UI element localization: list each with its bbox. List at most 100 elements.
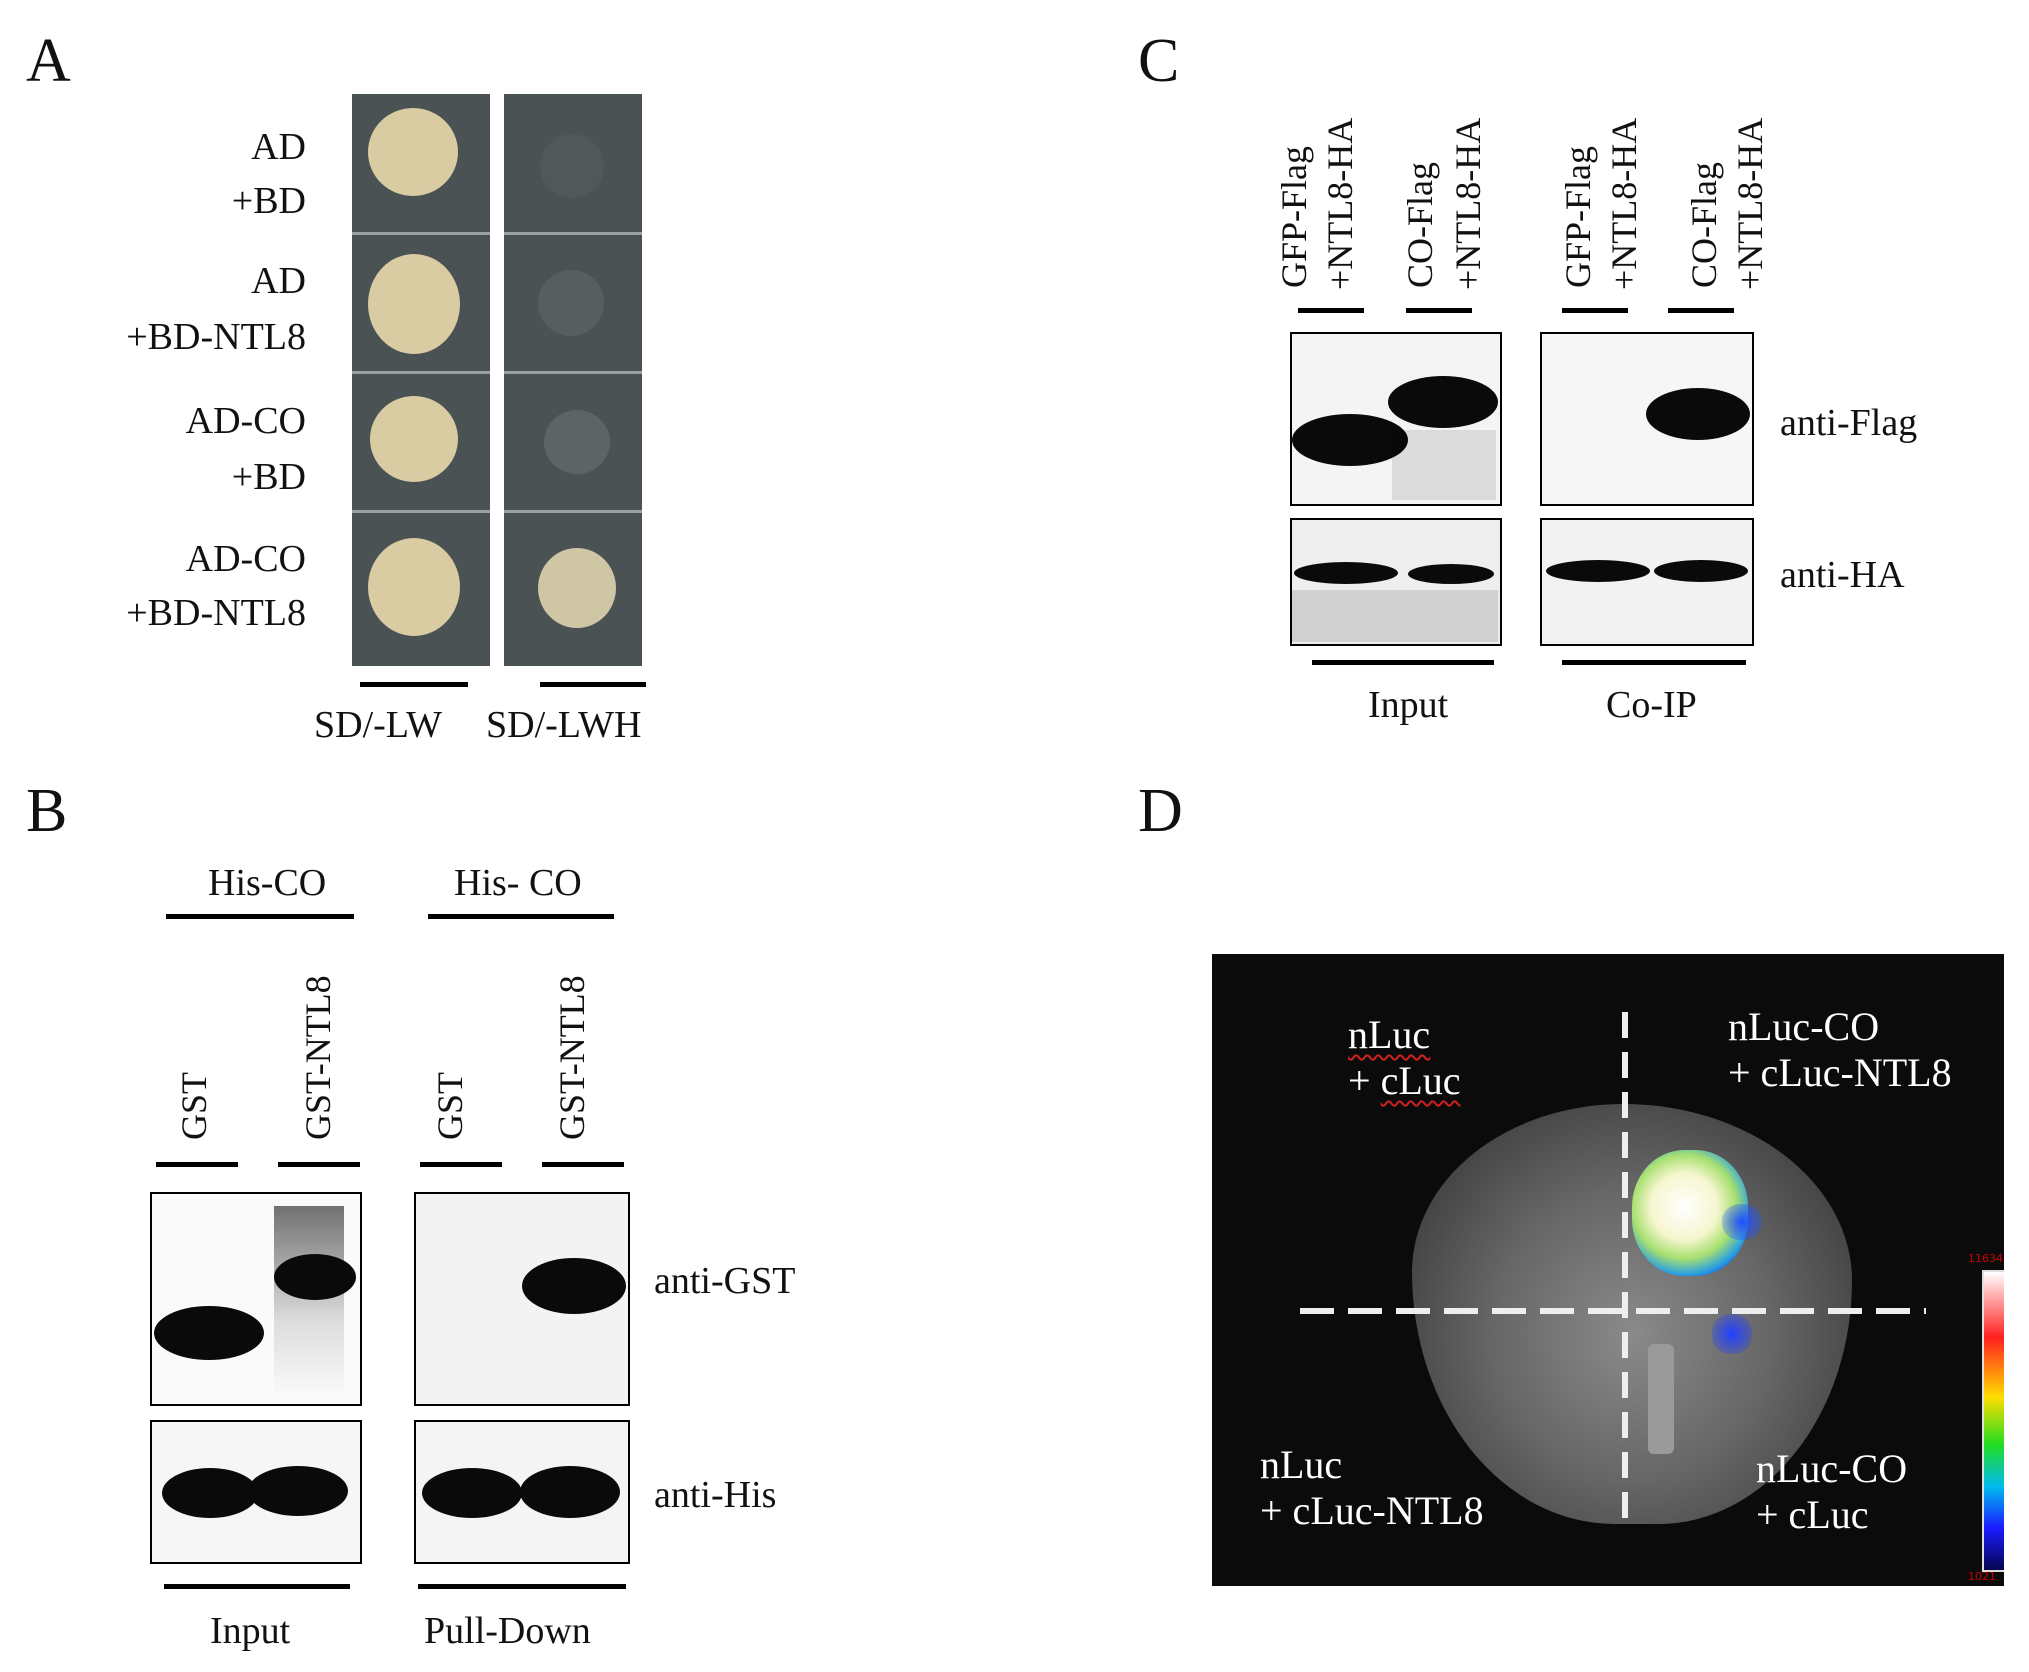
quadrant-tr: nLuc-CO + cLuc-NTL8	[1728, 1004, 1952, 1096]
blot-input-anti-flag	[1290, 332, 1502, 506]
label-sd-lw: SD/-LW	[314, 704, 443, 746]
luciferase-image: nLuc + cLuc nLuc-CO + cLuc-NTL8 nLuc + c…	[1212, 954, 2004, 1586]
luminescence-speck	[1722, 1204, 1762, 1240]
plate-cell	[352, 374, 490, 513]
quadrant-bl-line2: + cLuc-NTL8	[1260, 1488, 1484, 1533]
bar-pulldown	[418, 1584, 626, 1589]
blot-coip-anti-ha	[1540, 518, 1754, 646]
blot-pulldown-anti-his	[414, 1420, 630, 1564]
lane1-b: +NTL8-HA	[1320, 117, 1360, 290]
quadrant-tl: nLuc + cLuc	[1348, 1012, 1461, 1104]
antibody-anti-ha: anti-HA	[1780, 554, 1905, 596]
quadrant-tl-line2: + cLuc	[1348, 1058, 1461, 1103]
bar-lane-4	[542, 1162, 624, 1167]
quadrant-bl-line1: nLuc	[1260, 1442, 1343, 1487]
colony	[370, 396, 458, 482]
row3-line2: +BD	[231, 456, 306, 498]
band-gst-ntl8	[522, 1258, 626, 1314]
colony	[368, 254, 460, 354]
bar-lane-2	[278, 1162, 360, 1167]
blot-coip-anti-flag	[1540, 332, 1754, 506]
band-his	[248, 1466, 348, 1516]
plate-cell	[352, 235, 490, 374]
label-input-c: Input	[1368, 684, 1449, 726]
scale-min: 1021	[1968, 1570, 1996, 1583]
leaf-petiole	[1648, 1344, 1674, 1454]
colony-faint	[540, 134, 604, 198]
panel-a-letter: A	[26, 27, 71, 95]
lane1-a: GFP-Flag	[1274, 145, 1314, 288]
plate-sd-lwh	[504, 94, 642, 666]
leaf	[1412, 1104, 1852, 1524]
antibody-anti-flag: anti-Flag	[1780, 402, 1918, 444]
colony	[538, 548, 616, 628]
label-input-b: Input	[210, 1610, 291, 1652]
colony-faint	[538, 270, 604, 336]
band-co-flag	[1646, 388, 1750, 440]
plate-sd-lw	[352, 94, 490, 666]
panel-b-letter: B	[26, 777, 68, 845]
quadrant-br-line2: + cLuc	[1756, 1492, 1869, 1537]
bar-c-lane-1	[1298, 308, 1364, 313]
label-pulldown: Pull-Down	[424, 1610, 591, 1652]
lane3-b: +NTL8-HA	[1604, 117, 1644, 290]
band-gfp-flag	[1292, 414, 1408, 466]
quadrant-bl: nLuc + cLuc-NTL8	[1260, 1442, 1484, 1534]
lane-gst-1: GST	[174, 1071, 214, 1140]
smear	[1292, 590, 1498, 642]
lane4-a: CO-Flag	[1684, 162, 1724, 288]
scale-max: 11634	[1968, 1252, 2003, 1265]
divider-vertical	[1622, 1012, 1628, 1532]
band-co-flag	[1388, 376, 1498, 428]
row4-line1: AD-CO	[185, 538, 306, 580]
band-ha	[1546, 560, 1650, 582]
bar-input	[164, 1584, 350, 1589]
row2-line1: AD	[251, 260, 306, 302]
label-sd-lwh: SD/-LWH	[486, 704, 642, 746]
lane-gst-ntl8-1: GST-NTL8	[298, 975, 338, 1140]
bar-group-1	[166, 914, 354, 919]
bar-lane-1	[156, 1162, 238, 1167]
row4-line2: +BD-NTL8	[126, 592, 306, 634]
band-ha	[1408, 564, 1494, 584]
smear	[274, 1206, 344, 1396]
plate-cell	[504, 94, 642, 235]
bar-lane-3	[420, 1162, 502, 1167]
band-his	[162, 1468, 258, 1518]
row3-line1: AD-CO	[185, 400, 306, 442]
smear	[1392, 430, 1496, 500]
lane-gst-ntl8-2: GST-NTL8	[552, 975, 592, 1140]
row2-line2: +BD-NTL8	[126, 316, 306, 358]
antibody-anti-gst: anti-GST	[654, 1260, 796, 1302]
band-ha	[1654, 560, 1748, 582]
colony	[368, 538, 460, 636]
group-his-co-2: His- CO	[454, 862, 582, 904]
plate-cell	[504, 374, 642, 513]
bar-c-lane-4	[1668, 308, 1734, 313]
bar-coip	[1562, 660, 1746, 665]
panel-c-letter: C	[1138, 27, 1180, 95]
blot-input-anti-gst	[150, 1192, 362, 1406]
colony	[368, 108, 458, 196]
quadrant-tl-line1: nLuc	[1348, 1012, 1431, 1057]
lane3-a: GFP-Flag	[1558, 145, 1598, 288]
band-gst	[154, 1306, 264, 1360]
divider-horizontal	[1300, 1308, 1926, 1314]
quadrant-br-line1: nLuc-CO	[1756, 1446, 1908, 1491]
colony-faint	[544, 410, 610, 474]
band-ha	[1294, 562, 1398, 584]
bar-c-lane-2	[1406, 308, 1472, 313]
color-scale-bar	[1982, 1270, 2004, 1572]
quadrant-tr-line1: nLuc-CO	[1728, 1004, 1880, 1049]
quadrant-tr-line2: + cLuc-NTL8	[1728, 1050, 1952, 1095]
band-his	[520, 1466, 620, 1518]
bar-c-lane-3	[1562, 308, 1628, 313]
band-his	[422, 1468, 522, 1518]
group-his-co-1: His-CO	[208, 862, 327, 904]
lane4-b: +NTL8-HA	[1730, 117, 1770, 290]
blot-pulldown-anti-gst	[414, 1192, 630, 1406]
bar-sd-lwh	[540, 682, 646, 687]
bar-sd-lw	[360, 682, 468, 687]
bar-group-2	[428, 914, 614, 919]
bar-input-c	[1312, 660, 1494, 665]
